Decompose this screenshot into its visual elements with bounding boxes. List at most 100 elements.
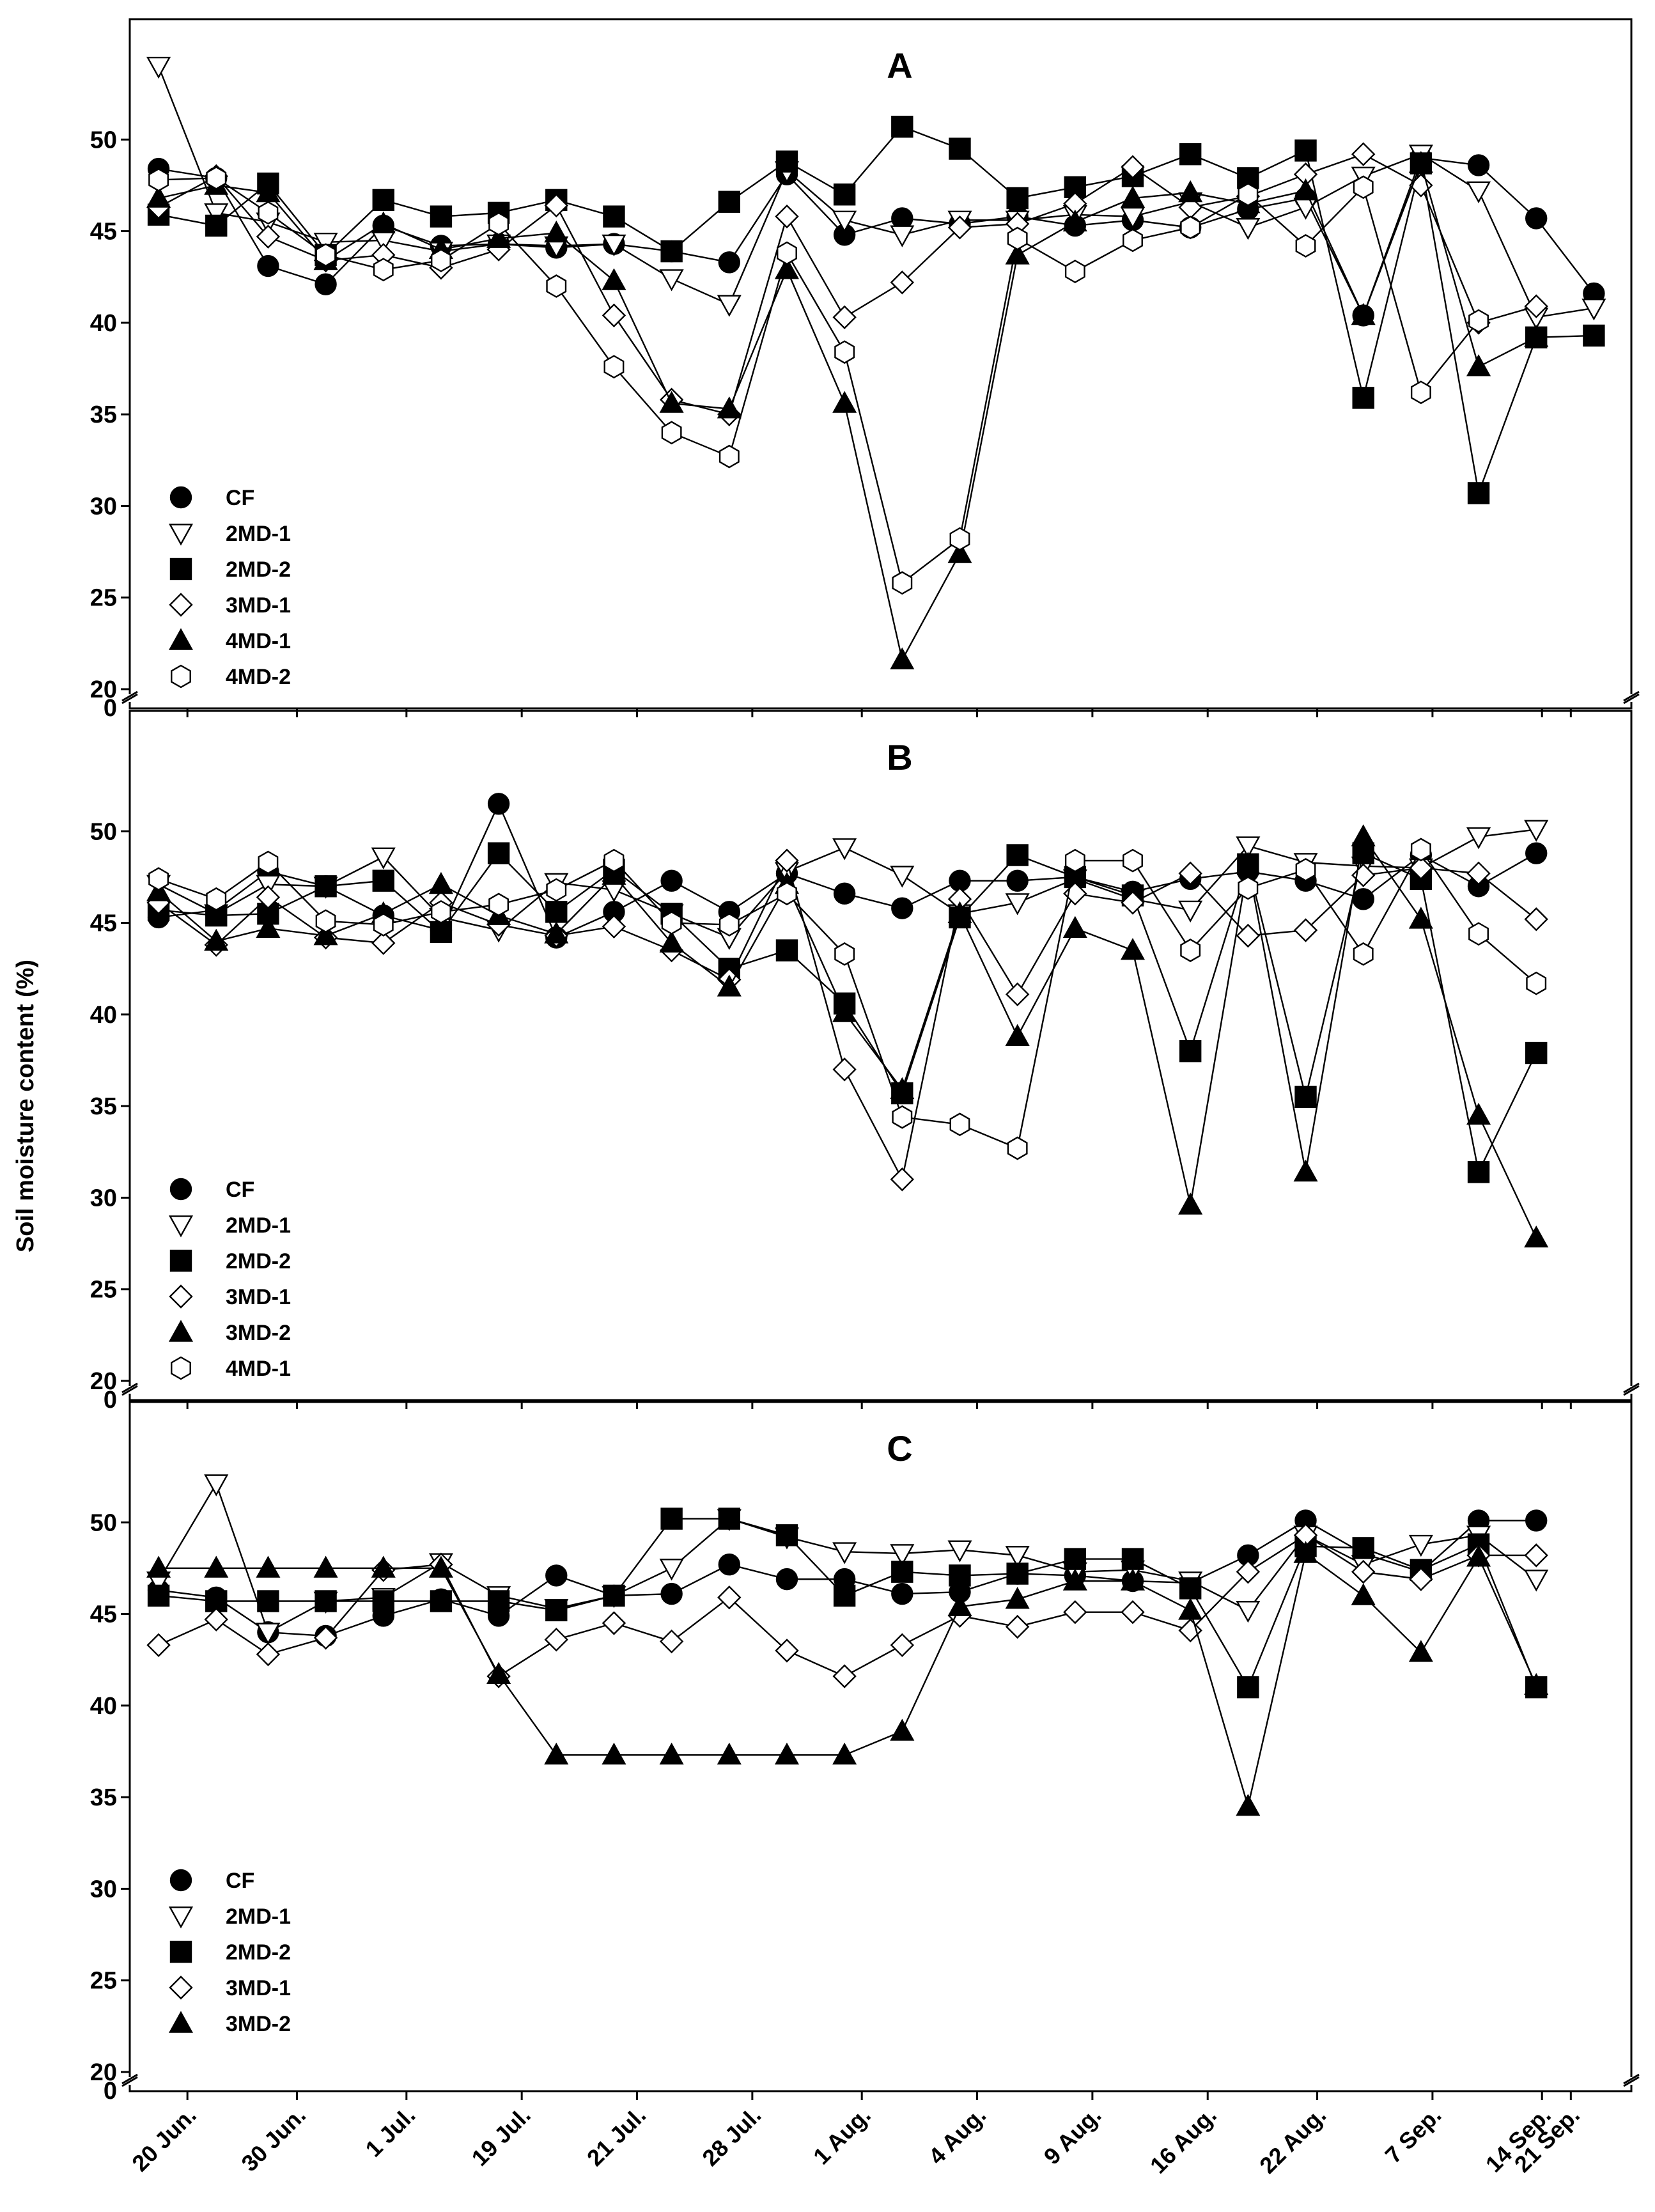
y-tick-label: 20 (90, 2059, 117, 2086)
legend: CF 2MD-1 2MD-2 3MD-1 3MD-2 (168, 1869, 291, 2036)
data-point (1005, 1024, 1030, 1047)
data-point (428, 1555, 453, 1578)
data-point (544, 921, 569, 944)
axis-break-mark (1623, 2073, 1640, 2085)
data-point (204, 1474, 229, 1497)
legend-label: CF (226, 1178, 254, 1202)
data-point (544, 1742, 569, 1765)
data-point (206, 887, 227, 911)
data-point (487, 793, 510, 815)
data-point (1062, 1568, 1087, 1591)
data-point (1351, 1559, 1376, 1584)
data-point (1466, 1103, 1491, 1125)
x-tick-label: 30 Jun. (236, 2102, 311, 2177)
data-point (1351, 142, 1376, 166)
data-point (1410, 380, 1431, 405)
data-point (1466, 827, 1491, 850)
y-tick-label: 35 (90, 1784, 117, 1811)
legend: CF 2MD-1 2MD-2 3MD-1 3MD-2 4MD-1 (168, 1178, 291, 1381)
data-point (718, 1553, 740, 1576)
data-point (890, 1544, 915, 1566)
data-point (1581, 299, 1606, 321)
data-point (832, 1542, 857, 1564)
data-point (1524, 907, 1548, 931)
data-point (1409, 1567, 1433, 1591)
data-point (1123, 228, 1143, 253)
data-point (256, 224, 281, 249)
data-point (1524, 294, 1548, 318)
data-point (256, 915, 281, 938)
y-tick-label: 30 (90, 493, 117, 520)
data-point (546, 274, 567, 298)
data-point (602, 234, 626, 257)
data-point (659, 391, 684, 413)
data-point (1468, 309, 1489, 333)
data-point (1238, 182, 1259, 206)
data-point (1466, 861, 1491, 885)
data-point (1467, 1161, 1490, 1183)
data-point (1063, 1600, 1087, 1624)
series-2MD-1 (146, 56, 1606, 330)
data-point (1062, 915, 1087, 938)
data-point (148, 167, 169, 192)
axis-break-mark (1623, 690, 1640, 702)
plot-frame (128, 710, 1633, 1401)
y-break-label: 0 (104, 2078, 117, 2105)
data-point (775, 939, 798, 962)
plot-frame (128, 1401, 1633, 2092)
data-point (660, 1507, 683, 1530)
data-point (1178, 180, 1203, 203)
data-point (659, 269, 684, 292)
x-tick-label: 19 Jul. (467, 2102, 536, 2171)
legend-label: 4MD-1 (226, 1357, 291, 1381)
plot-frame (128, 18, 1633, 710)
legend-label: 3MD-2 (226, 1321, 291, 1345)
legend-label: 3MD-1 (226, 1976, 291, 2000)
legend-marker (168, 1906, 194, 1929)
series-3MD-1 (146, 1523, 1548, 1688)
data-point (891, 897, 913, 919)
data-point (1524, 1226, 1549, 1248)
data-point (204, 1607, 228, 1632)
data-point (1179, 1040, 1202, 1063)
y-break-label: 0 (104, 695, 117, 722)
data-point (488, 212, 509, 236)
x-tick-label: 21 Jul. (582, 2102, 651, 2171)
data-point (890, 1718, 915, 1741)
data-point (775, 848, 799, 873)
data-point (661, 421, 682, 445)
data-point (603, 205, 625, 228)
data-point (1121, 155, 1145, 179)
data-point (1005, 1587, 1030, 1609)
data-point (205, 214, 228, 237)
y-tick-label: 30 (90, 1185, 117, 1211)
data-point (1524, 820, 1549, 842)
data-point (660, 240, 683, 263)
data-point (1120, 206, 1146, 230)
data-point (1294, 1086, 1317, 1109)
data-point (1351, 1583, 1376, 1605)
legend-marker (169, 1869, 192, 1892)
data-point (1064, 176, 1087, 198)
data-point (832, 1664, 857, 1688)
legend-label: 2MD-1 (226, 1213, 291, 1238)
legend-marker (171, 1356, 191, 1380)
data-point (1236, 836, 1261, 859)
legend-marker (169, 1284, 193, 1309)
panel-title: A (887, 45, 912, 86)
data-point (1006, 1562, 1029, 1585)
data-point (545, 1599, 568, 1622)
legend-label: 2MD-1 (226, 1904, 291, 1929)
x-tick-label: 20 Jun. (127, 2102, 201, 2177)
y-tick-label: 50 (90, 1509, 117, 1536)
data-point (257, 1590, 279, 1612)
data-point (430, 1590, 453, 1612)
data-point (148, 867, 169, 891)
data-point (603, 355, 625, 379)
data-point (1466, 354, 1491, 377)
data-point (430, 921, 453, 944)
axis-break-mark (1623, 2076, 1640, 2087)
legend-marker (169, 486, 192, 509)
series-4MD-1 (146, 151, 1549, 669)
